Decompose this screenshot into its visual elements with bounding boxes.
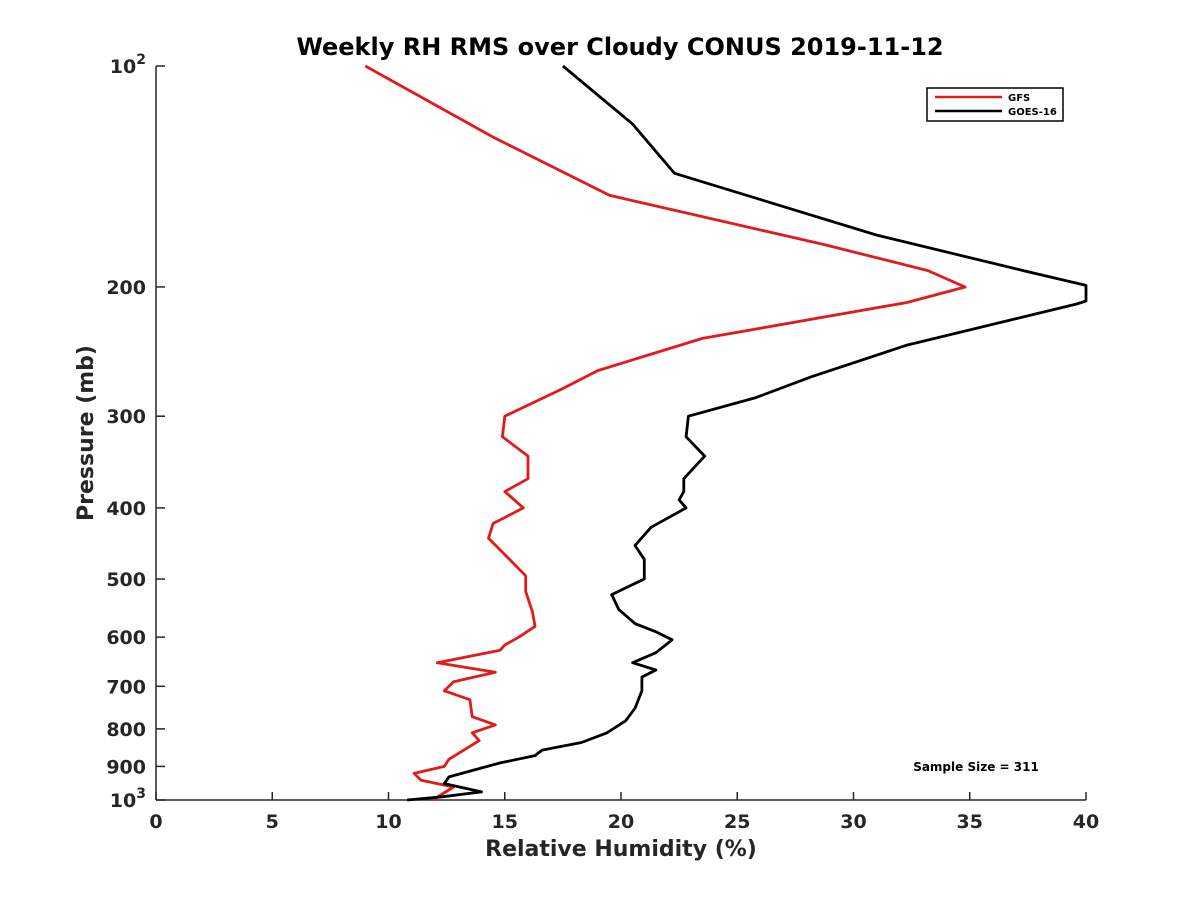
x-axis-label: Relative Humidity (%)	[485, 837, 757, 862]
legend-label-gfs: GFS	[1008, 93, 1030, 104]
chart-title: Weekly RH RMS over Cloudy CONUS 2019-11-…	[296, 33, 943, 61]
plot-area	[155, 66, 1086, 801]
y-tick-label: 103	[110, 786, 146, 812]
legend-box	[926, 87, 1064, 122]
series-line-gfs	[364, 64, 967, 802]
y-tick-label: 200	[106, 277, 146, 299]
y-tick-base: 10	[110, 790, 136, 812]
y-tick-label: 900	[106, 756, 146, 778]
x-axis-ticks: 0 5 10 15 20 25 30 35 40	[149, 792, 1099, 833]
x-tick-label: 20	[608, 811, 634, 833]
sample-size-annotation: Sample Size = 311	[913, 760, 1039, 774]
y-tick-label: 800	[106, 719, 146, 741]
x-tick-label: 25	[724, 811, 750, 833]
legend: GFS GOES-16	[926, 87, 1064, 122]
x-tick-label: 5	[266, 811, 279, 833]
y-tick-label: 400	[106, 498, 146, 520]
x-tick-label: 30	[840, 811, 866, 833]
x-tick-label: 10	[375, 811, 401, 833]
y-tick-exponent: 3	[136, 786, 146, 802]
y-tick-label: 300	[106, 406, 146, 428]
x-tick-label: 35	[957, 811, 983, 833]
y-axis-label: Pressure (mb)	[74, 345, 99, 521]
legend-label-goes16: GOES-16	[1008, 107, 1057, 118]
y-tick-exponent: 2	[136, 52, 146, 68]
series-line-goes16	[406, 64, 1088, 802]
x-tick-label: 40	[1073, 811, 1099, 833]
y-tick-base: 10	[110, 56, 136, 78]
series-lines	[364, 64, 1088, 802]
x-tick-label: 15	[492, 811, 518, 833]
x-tick-label: 0	[149, 811, 162, 833]
y-tick-label: 700	[106, 676, 146, 698]
y-tick-label: 500	[106, 569, 146, 591]
y-tick-label: 102	[110, 52, 146, 78]
y-tick-label: 600	[106, 627, 146, 649]
